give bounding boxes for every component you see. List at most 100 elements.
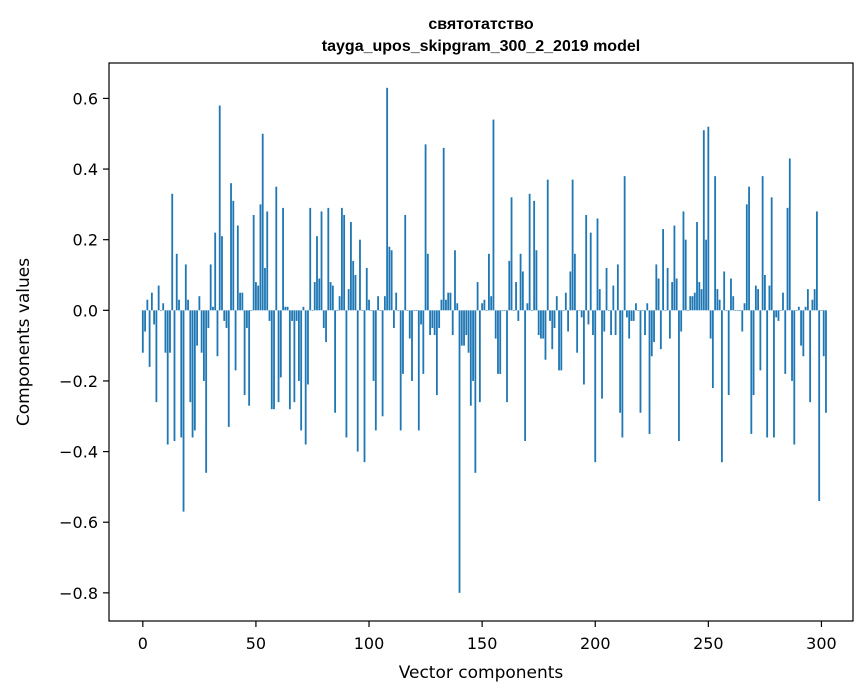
bar-197 [587, 310, 590, 325]
bar-284 [784, 310, 787, 374]
bar-254 [716, 289, 719, 311]
bar-177 [542, 310, 545, 339]
bar-166 [517, 310, 520, 321]
bar-75 [311, 310, 314, 311]
bar-25 [198, 296, 201, 311]
bar-221 [641, 310, 644, 311]
bar-143 [465, 310, 468, 336]
bar-54 [264, 267, 266, 311]
bar-263 [736, 310, 739, 311]
bar-17 [180, 310, 183, 438]
bar-9 [162, 303, 165, 311]
bar-246 [698, 282, 701, 311]
bar-237 [678, 310, 680, 441]
bar-24 [196, 310, 199, 346]
bar-148 [476, 282, 479, 311]
bar-256 [721, 310, 723, 463]
bar-152 [485, 310, 488, 311]
bar-129 [433, 310, 436, 336]
bar-212 [621, 310, 624, 438]
bar-41 [234, 310, 237, 371]
bars-layer [141, 87, 827, 593]
bar-233 [668, 310, 671, 339]
bar-38 [227, 310, 230, 427]
bar-192 [576, 310, 579, 353]
bar-231 [664, 310, 667, 311]
bar-108 [386, 87, 389, 311]
bar-130 [435, 310, 438, 396]
bar-289 [795, 310, 798, 311]
bar-30 [209, 264, 212, 311]
plot-frame [108, 62, 854, 622]
bar-96 [359, 239, 361, 311]
bar-196 [585, 214, 588, 311]
bar-61 [279, 310, 282, 378]
x-tick-label: 100 [354, 634, 385, 653]
bar-102 [372, 310, 375, 381]
bar-199 [592, 310, 594, 336]
bar-224 [648, 310, 651, 434]
bar-98 [363, 310, 366, 463]
bar-223 [646, 303, 649, 311]
chart-title: святотатство [428, 16, 534, 33]
bar-210 [616, 264, 619, 311]
bar-235 [673, 225, 676, 311]
bar-77 [316, 236, 318, 311]
chart-subtitle: tayga_upos_skipgram_300_2_2019 model [322, 38, 640, 55]
bar-46 [245, 310, 248, 328]
y-tick-label: −0.6 [59, 513, 98, 532]
bar-245 [696, 222, 698, 311]
bar-248 [702, 130, 705, 311]
bar-207 [610, 310, 612, 336]
bar-62 [282, 207, 284, 311]
bar-290 [797, 306, 800, 311]
bar-131 [438, 310, 441, 328]
bar-185 [560, 310, 563, 371]
bar-188 [567, 310, 569, 332]
bar-13 [171, 193, 174, 311]
bar-67 [293, 310, 296, 403]
bar-236 [675, 278, 678, 311]
bar-53 [261, 133, 264, 311]
bar-90 [345, 310, 348, 438]
bar-288 [793, 310, 796, 445]
bar-242 [689, 296, 692, 311]
bar-37 [225, 310, 228, 328]
bar-91 [347, 289, 350, 311]
bar-258 [725, 310, 728, 311]
bar-115 [402, 310, 404, 374]
bar-142 [463, 310, 465, 346]
bar-78 [318, 278, 321, 311]
bar-7 [157, 285, 160, 311]
bar-113 [397, 310, 400, 311]
bar-226 [653, 310, 655, 343]
bar-81 [325, 310, 327, 343]
bar-291 [800, 310, 802, 346]
bar-58 [273, 310, 275, 410]
y-tick-label: −0.4 [59, 443, 98, 462]
bar-144 [467, 310, 470, 353]
bar-200 [594, 310, 597, 463]
bar-57 [270, 310, 273, 410]
bar-135 [447, 292, 450, 311]
bar-300 [820, 310, 823, 311]
bar-211 [619, 310, 622, 413]
bar-76 [313, 282, 316, 311]
bar-47 [248, 310, 251, 406]
y-axis-label: Components values [14, 258, 34, 426]
bar-84 [331, 285, 334, 311]
bar-215 [628, 310, 631, 339]
y-tick-label: 0.4 [73, 160, 98, 179]
bar-59 [275, 186, 278, 311]
bar-99 [365, 267, 368, 311]
bar-159 [501, 310, 504, 311]
bar-89 [343, 214, 346, 311]
bar-229 [659, 310, 662, 350]
x-tick-label: 50 [246, 634, 266, 653]
bar-270 [752, 310, 755, 396]
bar-20 [187, 299, 189, 311]
bar-208 [612, 285, 615, 311]
bar-32 [214, 232, 217, 311]
bar-70 [300, 310, 303, 431]
